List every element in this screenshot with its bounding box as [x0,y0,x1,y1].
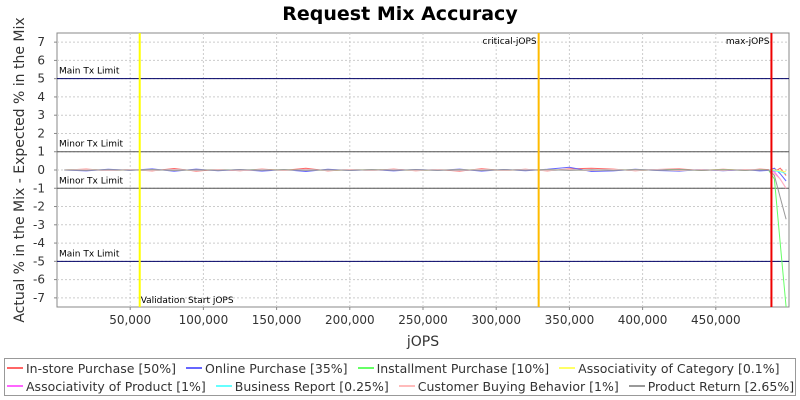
legend-item: Installment Purchase [10%] [357,360,550,376]
legend-item: Associativity of Product [1%] [7,379,206,394]
chart-title: Request Mix Accuracy [282,3,518,25]
legend-swatch [628,385,645,387]
y-tick-label: -6 [33,273,45,287]
legend-label: Installment Purchase [10%] [376,360,550,376]
y-tick-label: -7 [33,291,45,305]
y-axis-ticks: 7 6 5 4 3 2 1 0 -1 -2 -3 -4 -5 -6 -7 [33,35,57,305]
x-tick-label: 350,000 [545,313,595,327]
x-tick-label: 100,000 [179,313,229,327]
x-axis-label: jOPS [406,334,439,350]
legend-swatch [7,367,23,369]
x-tick-label: 150,000 [252,313,302,327]
y-axis-label: Actual % in the Mix - Expected % in the … [12,17,28,322]
x-tick-label: 400,000 [618,313,668,327]
y-tick-label: -5 [33,254,45,268]
legend-item: Online Purchase [35%] [185,360,348,376]
legend-label: Customer Buying Behavior [1%] [417,378,619,394]
legend-swatch [559,367,576,369]
x-tick-label: 200,000 [325,313,375,327]
limit-line-label: Main Tx Limit [59,249,120,259]
legend-row: Associativity of Product [1%] Business Re… [5,377,795,395]
x-tick-label: 50,000 [109,313,151,327]
limit-line-label: Minor Tx Limit [59,176,124,186]
y-tick-label: 4 [37,90,45,104]
legend-row: In-store Purchase [50%] Online Purchase [… [5,359,795,377]
legend-label: Business Report [0.25%] [234,378,389,394]
limit-line-label: Main Tx Limit [59,67,120,77]
legend-item: In-store Purchase [50%] [7,361,176,376]
y-tick-label: -3 [33,218,45,232]
y-tick-label: 6 [37,53,45,67]
legend-label: Associativity of Category [0.1%] [578,360,780,376]
legend-label: Associativity of Product [1%] [26,378,206,394]
marker-lines: Validation Start jOPS critical-jOPS max-jO… [138,33,773,307]
y-tick-label: 0 [37,163,45,177]
limit-lines: Main Tx Limit Minor Tx Limit Minor Tx Limi… [57,67,789,262]
legend-swatch [398,385,415,387]
legend-label: In-store Purchase [50%] [26,360,176,376]
limit-line-label: Minor Tx Limit [59,140,124,150]
legend-item: Customer Buying Behavior [1%] [398,378,619,394]
marker-line-label: max-jOPS [726,37,770,47]
y-tick-label: 7 [37,35,45,49]
x-axis-ticks: 50,000 100,000 150,000 200,000 250,000 300,00… [109,307,741,327]
legend-label: Product Return [2.65%] [647,378,795,394]
legend: In-store Purchase [50%] Online Purchase [… [4,358,796,396]
legend-item: Product Return [2.65%] [628,378,795,394]
marker-line-label: critical-jOPS [483,37,537,47]
y-tick-label: 3 [37,108,45,122]
legend-swatch [185,367,202,369]
x-tick-label: 300,000 [471,313,521,327]
y-tick-label: -2 [33,200,45,214]
legend-swatch [357,367,374,369]
x-tick-label: 450,000 [691,313,741,327]
request-mix-chart: Request Mix Accuracy jOPS Actual % in th… [12,3,790,350]
y-tick-label: 1 [37,145,45,159]
legend-item: Associativity of Category [0.1%] [559,360,780,376]
y-tick-label: -1 [33,181,45,195]
y-tick-label: -4 [33,236,45,250]
legend-swatch [215,385,232,387]
series-line [64,168,787,189]
legend-label: Online Purchase [35%] [204,360,348,376]
y-tick-label: 2 [37,126,45,140]
marker-line-label: Validation Start jOPS [141,296,234,306]
legend-item: Business Report [0.25%] [215,378,389,394]
series-line [64,169,787,220]
x-tick-label: 250,000 [398,313,448,327]
series-lines [64,166,787,308]
legend-swatch [7,385,23,387]
y-tick-label: 5 [37,72,45,86]
